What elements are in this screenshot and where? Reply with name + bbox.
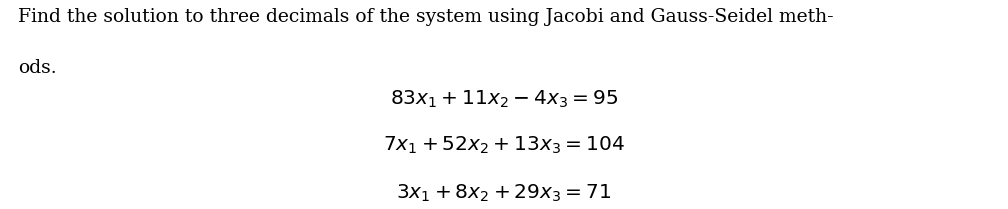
Text: ods.: ods. [18, 59, 56, 76]
Text: $83x_1 + 11x_2 - 4x_3 = 95$: $83x_1 + 11x_2 - 4x_3 = 95$ [390, 89, 618, 110]
Text: $7x_1 + 52x_2 + 13x_3 = 104$: $7x_1 + 52x_2 + 13x_3 = 104$ [383, 135, 625, 156]
Text: $3x_1 + 8x_2 + 29x_3 = 71$: $3x_1 + 8x_2 + 29x_3 = 71$ [396, 183, 612, 204]
Text: Find the solution to three decimals of the system using Jacobi and Gauss-Seidel : Find the solution to three decimals of t… [18, 8, 834, 26]
